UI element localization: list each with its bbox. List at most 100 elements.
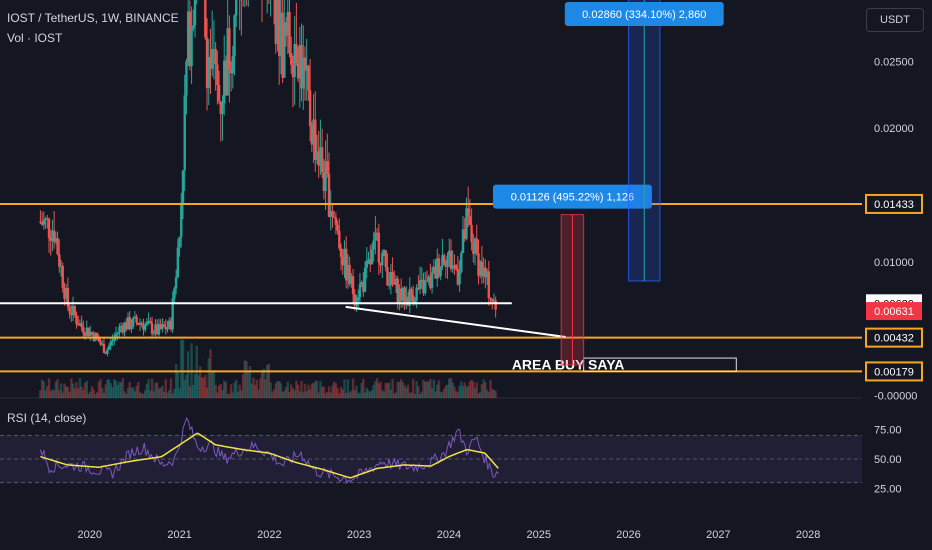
candle-body xyxy=(411,295,415,304)
volume-bar xyxy=(221,390,224,398)
volume-bar xyxy=(87,393,90,398)
volume-bar xyxy=(277,381,281,398)
volume-bar xyxy=(281,391,284,398)
candle-body xyxy=(154,324,157,333)
drawings[interactable]: AREA BUY SAYA 0.01126 (495.22%) 1,126 0.02… xyxy=(0,0,737,372)
candle-body xyxy=(437,258,441,277)
volume-bar xyxy=(161,385,164,398)
price-tag[interactable] xyxy=(865,327,923,348)
volume-bar xyxy=(217,385,221,398)
candle-body xyxy=(137,322,140,325)
volume-bar xyxy=(322,386,326,398)
candle-body xyxy=(468,216,472,225)
volume-bar xyxy=(487,392,490,398)
trend-line[interactable] xyxy=(345,305,566,338)
price-tag-label: 0.00631 xyxy=(874,306,914,318)
volume-bar xyxy=(442,388,446,398)
currency-button[interactable]: USDT xyxy=(866,8,924,32)
axes: 0.02500 0.02000 0.01000 -0.00000 0.01433 0.00… xyxy=(78,56,923,541)
candle-body xyxy=(487,271,490,298)
volume-bar xyxy=(68,391,71,398)
candle-body xyxy=(363,267,367,292)
volume-bar xyxy=(346,379,350,398)
volume-bar xyxy=(344,393,348,398)
candle-body xyxy=(149,320,152,324)
volume-bar xyxy=(44,390,47,398)
volume-bar xyxy=(39,390,42,398)
rsi-tick-label: 25.00 xyxy=(874,484,902,496)
candle-body xyxy=(284,22,288,36)
volume-bar xyxy=(204,374,207,398)
time-tick-label: 2022 xyxy=(257,529,281,541)
volume-bar xyxy=(83,382,87,398)
area-buy-annotation: AREA BUY SAYA xyxy=(512,356,625,372)
volume-bar xyxy=(298,391,302,398)
volume-bar xyxy=(382,391,386,398)
volume-bar xyxy=(286,381,289,398)
candle-body xyxy=(375,232,379,234)
candle-body xyxy=(410,288,413,296)
volume-bar xyxy=(226,393,229,398)
candle-body xyxy=(128,317,131,329)
volume-bar xyxy=(353,390,356,398)
time-tick-label: 2021 xyxy=(167,529,191,541)
candle-body xyxy=(387,285,391,287)
volume-label[interactable]: Vol · IOST xyxy=(7,31,63,45)
candle-body xyxy=(113,337,116,341)
volume-bar xyxy=(238,384,241,398)
symbol-title[interactable]: IOST / TetherUS, 1W, BINANCE xyxy=(7,11,179,25)
candle-body xyxy=(46,218,49,220)
volume-bar xyxy=(94,393,97,398)
price-tag[interactable] xyxy=(866,302,922,321)
candle-body xyxy=(425,280,429,282)
volume-bar xyxy=(339,386,343,398)
price-tag[interactable] xyxy=(865,361,923,382)
volume-bar xyxy=(168,390,171,398)
candle-body xyxy=(145,322,149,325)
candle-body xyxy=(446,255,449,267)
candle-body xyxy=(217,84,221,102)
volume-bar xyxy=(106,379,109,398)
candle-body xyxy=(389,271,393,286)
volume-bar xyxy=(393,393,396,398)
candle-body xyxy=(393,282,396,285)
volume-bar xyxy=(157,388,161,398)
candle-body xyxy=(82,327,85,334)
candle-body xyxy=(42,220,46,225)
volume-bar xyxy=(334,383,338,398)
rsi-label[interactable]: RSI (14, close) xyxy=(7,411,87,425)
volume-bar xyxy=(253,385,257,398)
volume-bar xyxy=(75,382,78,398)
candle-body xyxy=(107,345,111,350)
candle-body xyxy=(106,349,109,354)
candle-body xyxy=(494,300,497,310)
volume-bar xyxy=(228,393,231,398)
volume-bar xyxy=(436,384,439,398)
volume-bar xyxy=(47,378,51,398)
volume-bar xyxy=(200,377,204,398)
candle-body xyxy=(212,49,216,51)
price-tag[interactable] xyxy=(865,193,923,214)
candle-body xyxy=(281,12,284,78)
rsi-pane: 75.00 50.00 25.00 xyxy=(0,416,902,496)
volume-bar xyxy=(377,383,381,398)
volume-bar xyxy=(52,390,56,398)
candle-body xyxy=(365,261,369,268)
candle-body xyxy=(422,279,425,294)
volume-bar xyxy=(46,386,49,398)
volume-bar xyxy=(472,381,475,398)
candle-body xyxy=(58,254,61,267)
candle-body xyxy=(228,28,231,71)
candle-body xyxy=(310,126,314,145)
volume-bar xyxy=(169,378,173,398)
volume-bar xyxy=(396,381,399,398)
volume-bar xyxy=(348,392,351,398)
candle-body xyxy=(64,288,68,299)
volume-bar xyxy=(90,386,94,398)
candle-body xyxy=(166,327,169,330)
volume-bar xyxy=(271,392,274,398)
volume-bar xyxy=(104,384,107,398)
volume-bar xyxy=(465,386,468,398)
volume-bar xyxy=(456,392,460,398)
